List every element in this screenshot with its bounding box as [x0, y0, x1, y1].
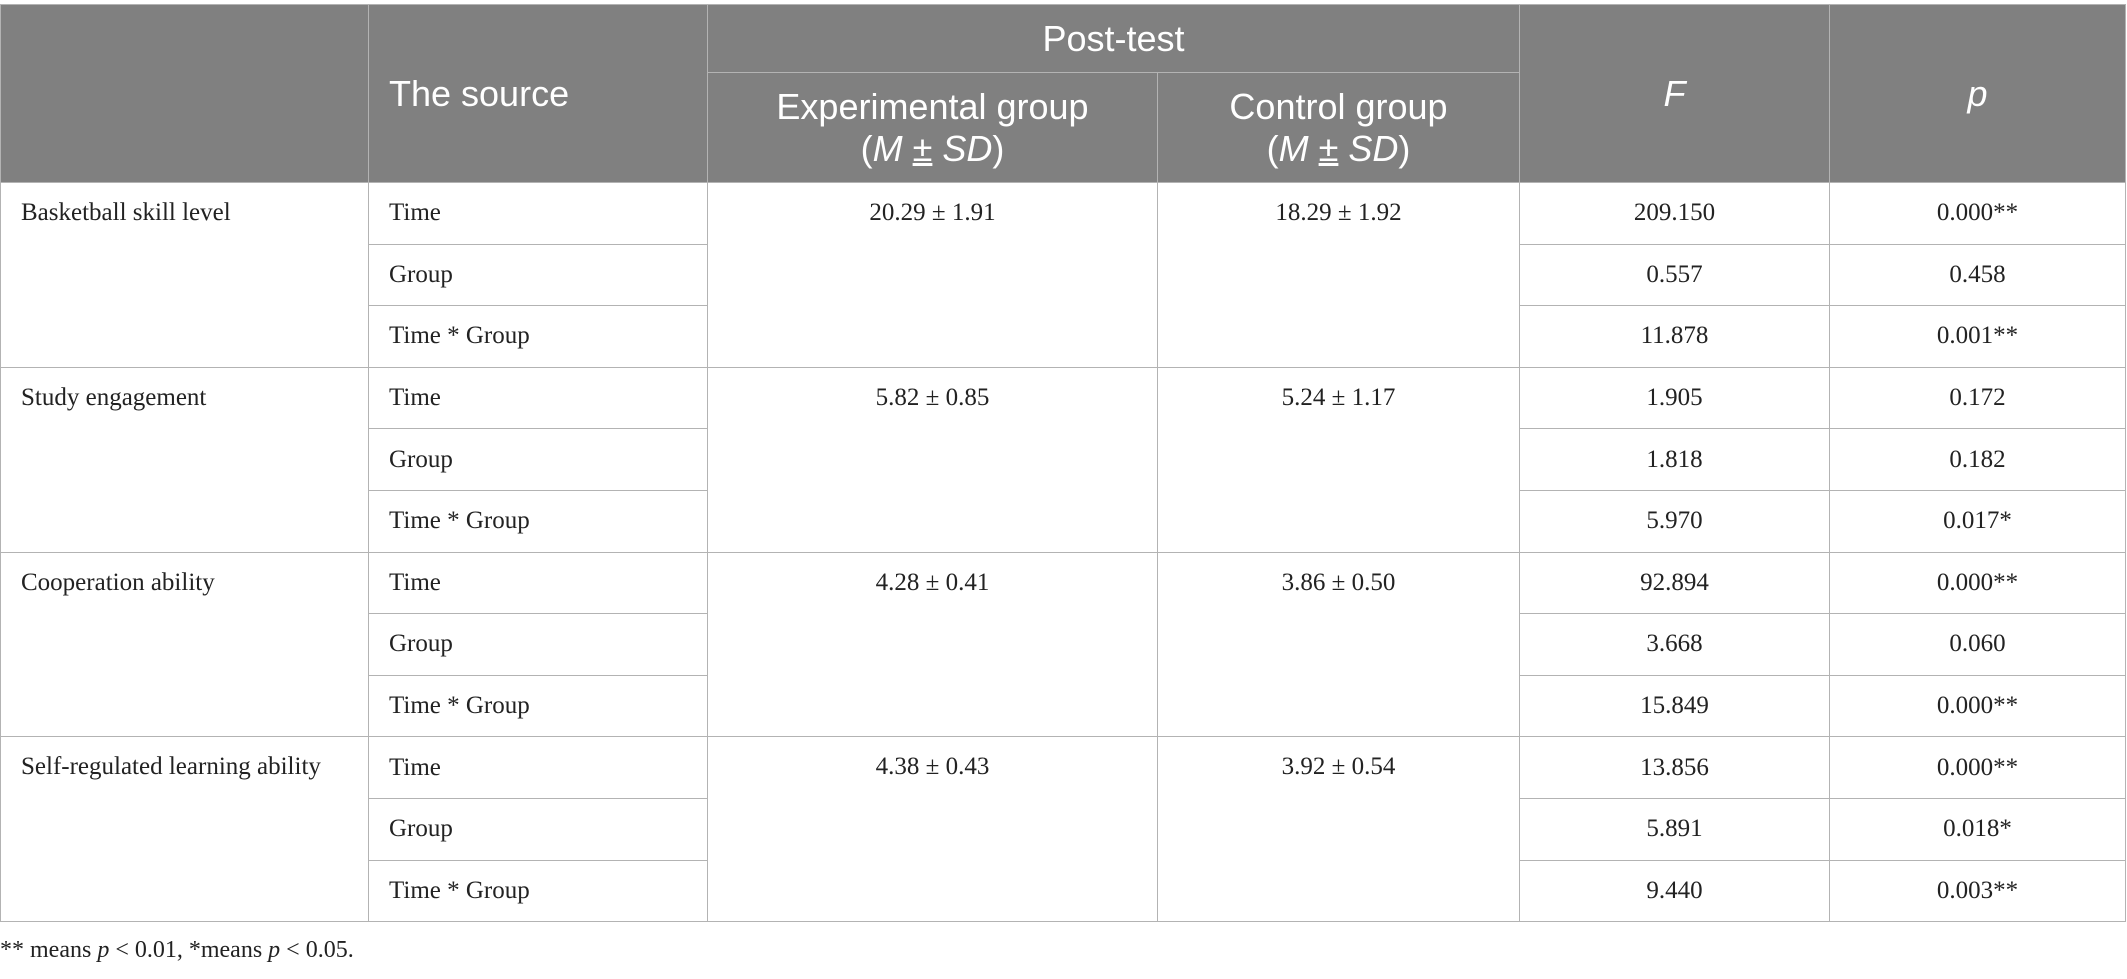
p-value: 0.458 [1829, 243, 2126, 307]
footnote-p-symbol: p [97, 937, 110, 963]
header-source: The source [368, 4, 708, 183]
control-value: 3.86 ± 0.50 [1157, 551, 1520, 738]
sd-symbol: SD [942, 127, 993, 169]
header-measure-blank [0, 4, 369, 183]
p-value: 0.000** [1829, 551, 2126, 615]
table-row: Time * Group 5.970 0.017* [1, 489, 2126, 553]
f-value: 92.894 [1519, 551, 1830, 615]
mean-symbol: M [872, 127, 903, 169]
paren-close: ) [992, 127, 1005, 169]
measure-label: Basketball skill level [0, 182, 369, 368]
p-value: 0.003** [1829, 859, 2126, 923]
header-experimental-line1: Experimental group [776, 85, 1089, 127]
footnote-text: < 0.01, *means [109, 937, 269, 963]
source-cell: Time [368, 736, 708, 799]
control-value: 3.92 ± 0.54 [1157, 736, 1520, 923]
table-row: Cooperation ability Time 4.28 ± 0.41 3.86 ±… [0, 551, 2126, 738]
source-cell: Time [368, 551, 708, 615]
p-value: 0.000** [1829, 674, 2126, 738]
p-value: 0.182 [1829, 428, 2126, 491]
f-value: 1.818 [1519, 428, 1830, 491]
header-control-line1: Control group [1229, 85, 1448, 127]
table-row: Group 0.557 0.458 [1, 243, 2126, 307]
experimental-value: 4.28 ± 0.41 [707, 551, 1158, 738]
f-value: 13.856 [1519, 736, 1830, 799]
source-cell: Group [368, 613, 708, 676]
control-value: 5.24 ± 1.17 [1157, 366, 1520, 553]
source-cell: Group [368, 243, 708, 307]
table-row: Group 3.668 0.060 [1, 613, 2126, 676]
sd-symbol: SD [1348, 127, 1399, 169]
footnote-p-symbol: p [268, 937, 281, 963]
measure-label: Self-regulated learning ability [0, 736, 369, 923]
control-value: 18.29 ± 1.92 [1157, 182, 1520, 368]
p-value: 0.172 [1829, 366, 2126, 430]
header-f: F [1519, 4, 1830, 183]
table-row: Time * Group 9.440 0.003** [1, 859, 2126, 923]
footnote-text: < 0.05. [280, 937, 354, 963]
header-p: p [1829, 4, 2126, 183]
results-table: The source Post-test F p Experimental gr… [0, 4, 2126, 923]
paren-open: ( [1266, 127, 1279, 169]
source-cell: Group [368, 797, 708, 861]
p-value: 0.001** [1829, 305, 2126, 368]
p-value: 0.060 [1829, 613, 2126, 676]
p-value: 0.018* [1829, 797, 2126, 861]
f-value: 1.905 [1519, 366, 1830, 430]
source-cell: Time [368, 182, 708, 245]
f-value: 209.150 [1519, 182, 1830, 245]
source-cell: Time * Group [368, 859, 708, 923]
plus-minus-symbol: ± [912, 127, 933, 169]
p-value: 0.017* [1829, 489, 2126, 553]
source-cell: Group [368, 428, 708, 491]
f-value: 11.878 [1519, 305, 1830, 368]
paren-open: ( [860, 127, 873, 169]
mean-symbol: M [1278, 127, 1309, 169]
table-footnote: ** means p < 0.01, *means p < 0.05. [0, 937, 354, 964]
header-experimental-group: Experimental group (M ± SD) [707, 72, 1158, 183]
header-control-line2: (M ± SD) [1158, 128, 1519, 170]
source-cell: Time [368, 366, 708, 430]
p-value: 0.000** [1829, 736, 2126, 799]
header-posttest: Post-test [707, 4, 1520, 73]
source-cell: Time * Group [368, 489, 708, 553]
p-value: 0.000** [1829, 182, 2126, 245]
f-value: 15.849 [1519, 674, 1830, 738]
experimental-value: 4.38 ± 0.43 [707, 736, 1158, 923]
f-value: 5.891 [1519, 797, 1830, 861]
table-row: Time * Group 15.849 0.000** [1, 674, 2126, 738]
f-value: 9.440 [1519, 859, 1830, 923]
experimental-value: 5.82 ± 0.85 [707, 366, 1158, 553]
plus-minus-symbol: ± [1318, 127, 1339, 169]
f-value: 3.668 [1519, 613, 1830, 676]
table-body: Basketball skill level Time 20.29 ± 1.91 18… [0, 182, 2126, 923]
header-control-group: Control group (M ± SD) [1157, 72, 1520, 183]
measure-label: Study engagement [0, 366, 369, 553]
experimental-value: 20.29 ± 1.91 [707, 182, 1158, 368]
table-row: Basketball skill level Time 20.29 ± 1.91 18… [0, 182, 2126, 368]
footnote-text: ** means [0, 937, 98, 963]
paren-close: ) [1398, 127, 1411, 169]
header-experimental-line2: (M ± SD) [708, 128, 1157, 170]
f-value: 5.970 [1519, 489, 1830, 553]
source-cell: Time * Group [368, 305, 708, 368]
f-value: 0.557 [1519, 243, 1830, 307]
table-row: Study engagement Time 5.82 ± 0.85 5.24 ± 1.… [0, 366, 2126, 553]
source-cell: Time * Group [368, 674, 708, 738]
table-header: The source Post-test F p Experimental gr… [0, 4, 2126, 183]
table-row: Group 5.891 0.018* [1, 797, 2126, 861]
table-row: Self-regulated learning ability Time 4.38 … [0, 736, 2126, 923]
measure-label: Cooperation ability [0, 551, 369, 738]
